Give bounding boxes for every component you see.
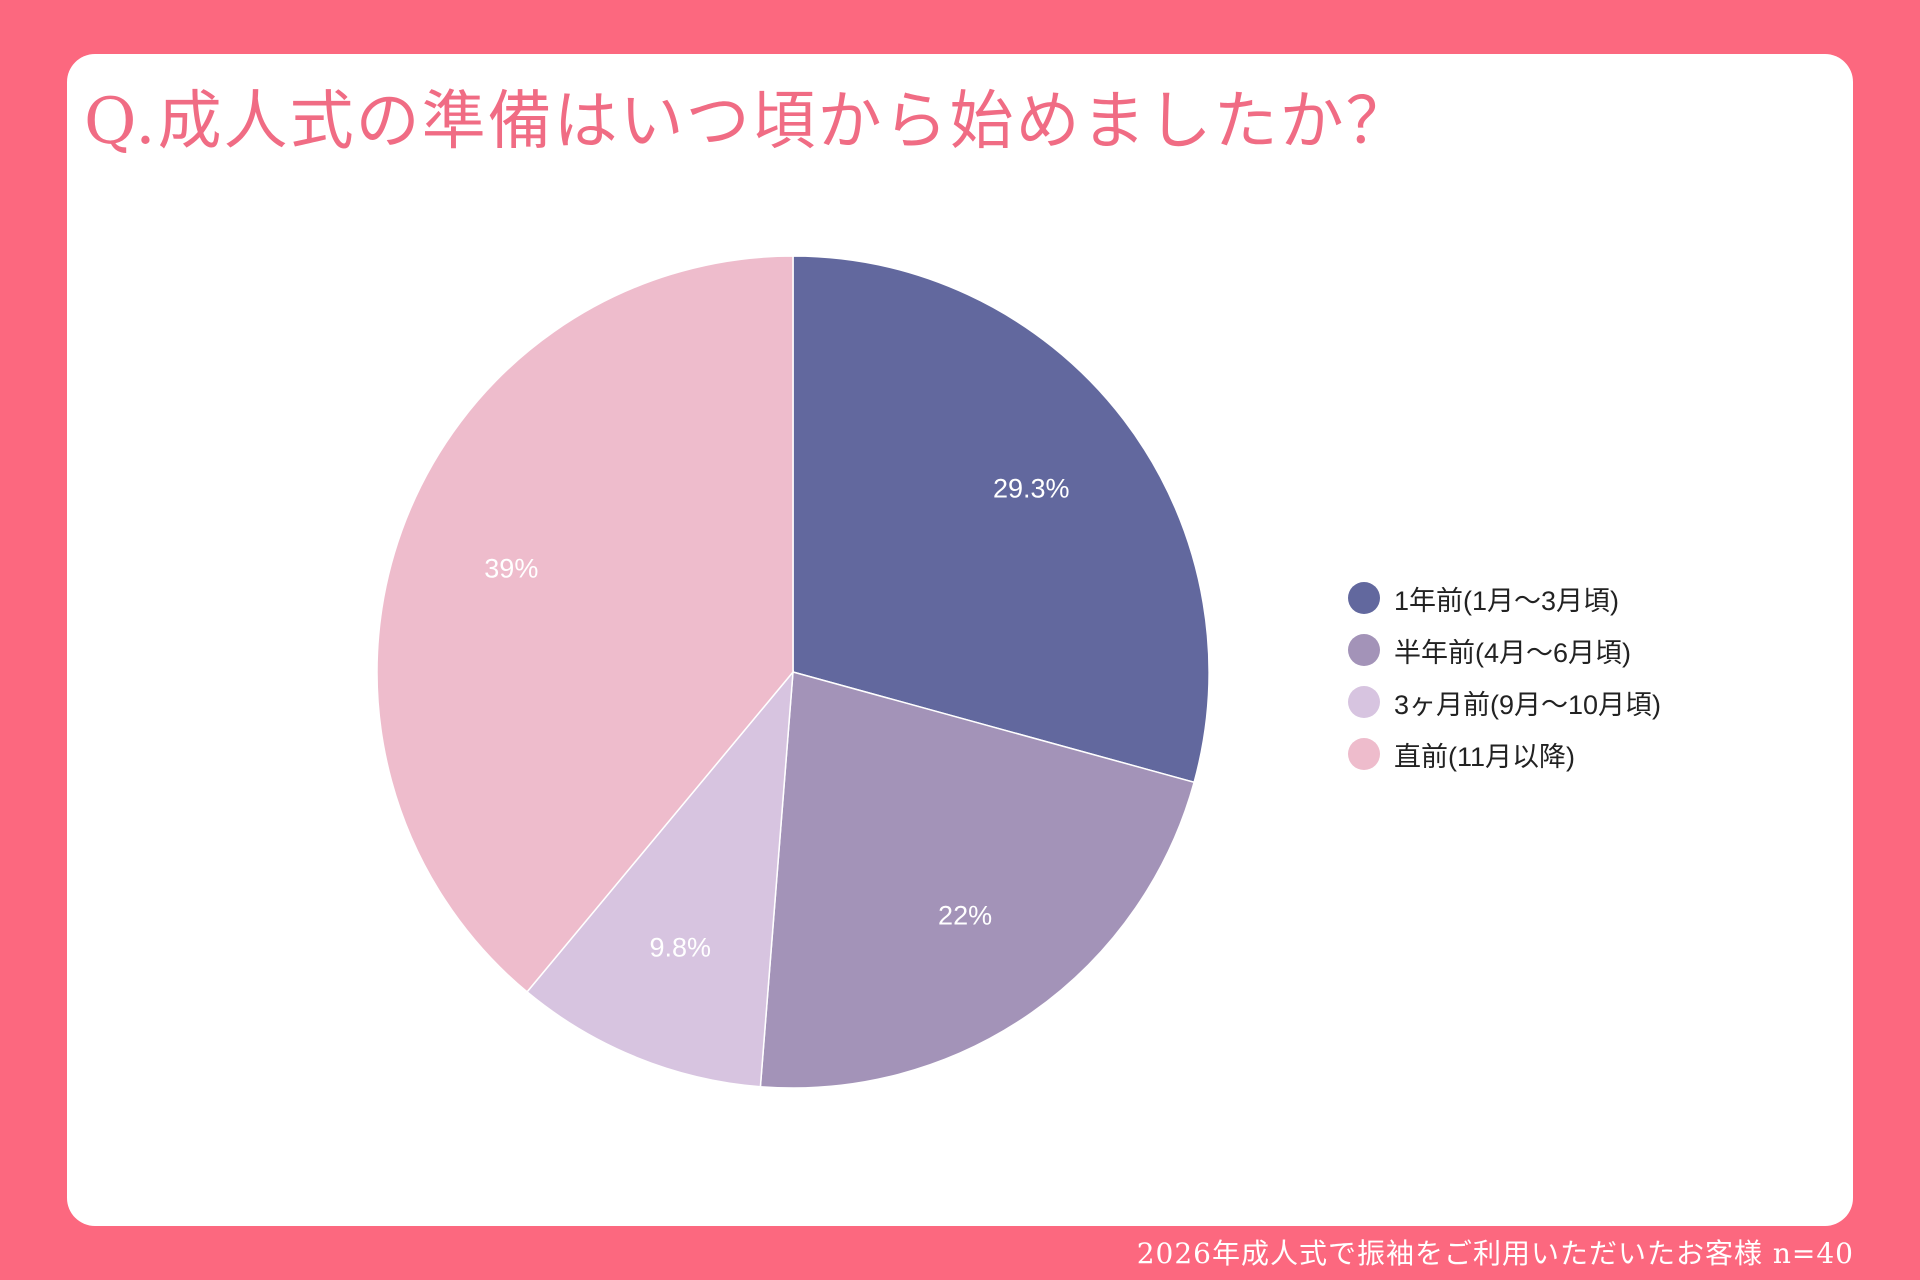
- chart-title: Q.成人式の準備はいつ頃から始めましたか？: [84, 85, 1412, 159]
- legend-label: 半年前(4月〜6月頃): [1394, 637, 1632, 668]
- chart-legend: 1年前(1月〜3月頃) 半年前(4月〜6月頃) 3ヶ月前(9月〜10月頃) 直前(11…: [1348, 572, 1661, 780]
- legend-swatch: [1348, 582, 1380, 614]
- legend-label: 1年前(1月〜3月頃): [1394, 585, 1620, 616]
- legend-item: 1年前(1月〜3月頃): [1348, 572, 1661, 624]
- legend-label: 直前(11月以降): [1394, 741, 1576, 772]
- legend-item: 3ヶ月前(9月〜10月頃): [1348, 676, 1661, 728]
- legend-swatch: [1348, 738, 1380, 770]
- footer-note: 2026年成人式で振袖をご利用いただいたお客様 n=40: [1136, 1237, 1854, 1270]
- pie-slice: [376, 255, 794, 993]
- legend-label: 3ヶ月前(9月〜10月頃): [1394, 689, 1662, 720]
- legend-item: 半年前(4月〜6月頃): [1348, 624, 1661, 676]
- slice-data-label: 22%: [938, 900, 992, 930]
- slice-data-label: 29.3%: [993, 474, 1070, 504]
- slice-data-label: 39%: [484, 553, 538, 583]
- slice-data-label: 9.8%: [649, 933, 711, 963]
- legend-swatch: [1348, 634, 1380, 666]
- legend-item: 直前(11月以降): [1348, 728, 1661, 780]
- pie-slice: [792, 255, 1210, 784]
- pie-slice: [525, 669, 794, 1088]
- legend-swatch: [1348, 686, 1380, 718]
- pie-slice: [759, 671, 1196, 1089]
